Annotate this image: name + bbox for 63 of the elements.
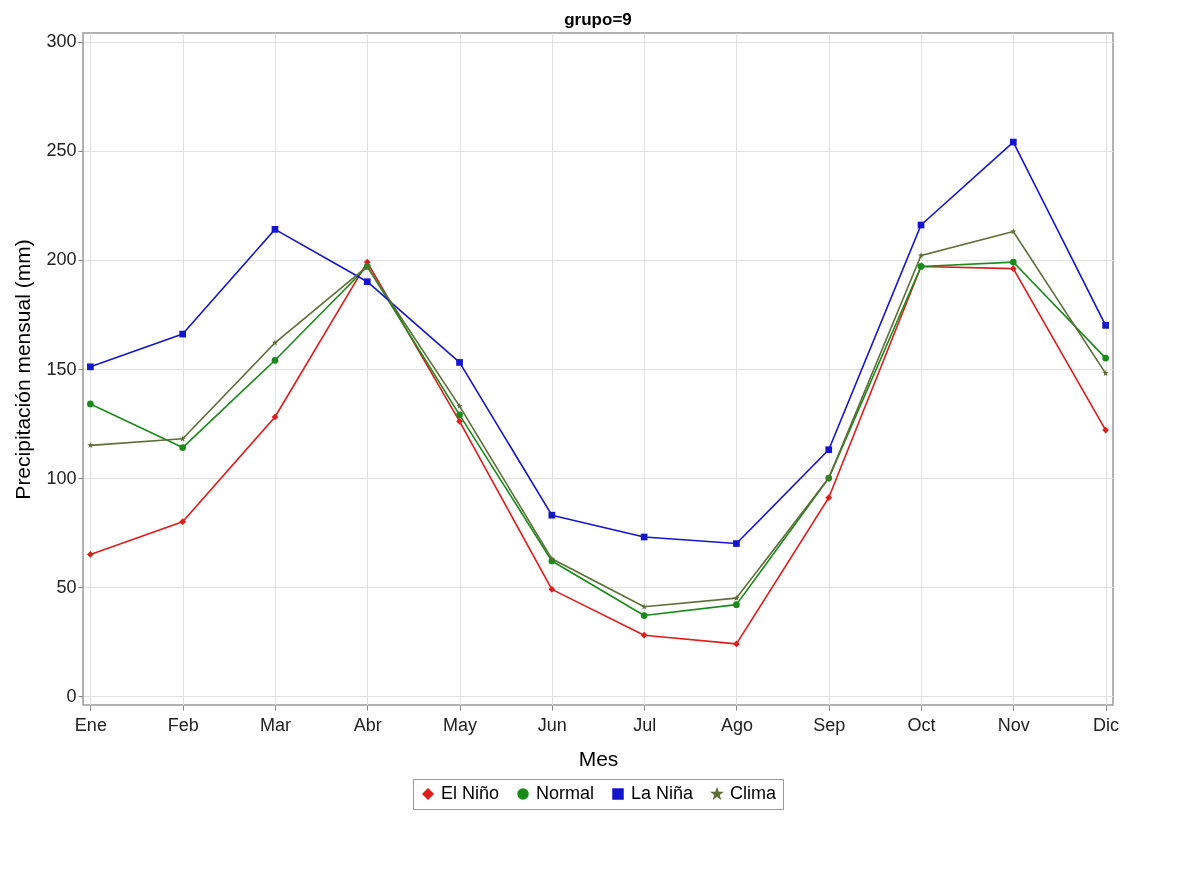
- y-tick-label: 50: [56, 576, 77, 597]
- y-tick-label: 200: [46, 249, 77, 270]
- y-tick-label: 300: [46, 31, 77, 52]
- point: [87, 551, 94, 558]
- x-tick-label: Jun: [537, 714, 567, 735]
- x-tick-label: Feb: [167, 714, 199, 735]
- legend-label: Normal: [536, 783, 595, 803]
- y-axis-title: Precipitación mensual (mm): [11, 239, 35, 500]
- point: [548, 511, 556, 519]
- point: [1102, 322, 1109, 329]
- point: [733, 540, 740, 547]
- x-tick-label: Abr: [353, 714, 382, 735]
- point: [640, 533, 648, 541]
- point: [733, 640, 740, 648]
- point: [1009, 258, 1017, 266]
- x-tick-label: Sep: [813, 714, 846, 735]
- point: [271, 226, 279, 233]
- legend-label: La Niña: [631, 783, 695, 803]
- y-tick-label: 0: [66, 685, 77, 706]
- point: [456, 359, 463, 366]
- x-tick-label: May: [443, 714, 478, 735]
- point: [179, 330, 187, 338]
- point: [548, 586, 556, 593]
- point: [640, 631, 648, 639]
- point: [456, 418, 463, 425]
- point: [733, 594, 740, 601]
- point: [87, 400, 94, 408]
- x-tick-label: Ago: [720, 714, 753, 735]
- point: [825, 494, 833, 502]
- point: [271, 356, 279, 364]
- point: [87, 363, 94, 371]
- point: [179, 435, 186, 442]
- y-tick-label: 150: [46, 358, 77, 379]
- y-tick-label: 100: [46, 467, 77, 488]
- x-tick-label: Nov: [997, 714, 1030, 735]
- x-tick-label: Jul: [633, 714, 657, 735]
- point: [179, 444, 187, 451]
- x-tick-label: Ene: [74, 714, 107, 735]
- point: [456, 402, 463, 409]
- point: [825, 446, 833, 454]
- point: [733, 601, 740, 608]
- point: [917, 252, 925, 259]
- point: [179, 518, 187, 526]
- legend-label: Clima: [730, 783, 777, 803]
- x-tick-label: Dic: [1093, 714, 1120, 735]
- legend-label: El Niño: [441, 783, 500, 803]
- chart-title: grupo=9: [564, 9, 632, 29]
- point: [640, 603, 648, 610]
- point: [640, 612, 648, 619]
- point: [1010, 228, 1017, 235]
- point: [1009, 138, 1017, 146]
- point: [1009, 265, 1017, 272]
- x-tick-label: Oct: [907, 714, 936, 735]
- point: [271, 413, 279, 421]
- x-axis-title: Mes: [578, 746, 619, 770]
- point: [456, 411, 463, 419]
- y-tick-label: 250: [46, 140, 77, 161]
- point: [1102, 354, 1109, 362]
- point: [363, 278, 371, 286]
- point: [87, 442, 94, 449]
- point: [1102, 370, 1109, 377]
- x-tick-label: Mar: [259, 714, 291, 735]
- point: [1102, 426, 1109, 434]
